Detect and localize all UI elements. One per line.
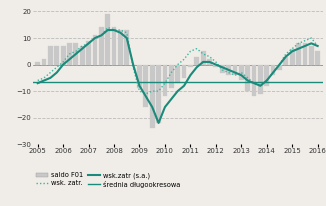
Bar bbox=[245, 64, 250, 91]
Legend: saldo F01, wsk. zatr., wsk.zatr (s.a.), średnia długookresowa: saldo F01, wsk. zatr., wsk.zatr (s.a.), … bbox=[36, 172, 180, 187]
Bar bbox=[201, 51, 205, 64]
Bar bbox=[264, 64, 269, 86]
Bar bbox=[309, 46, 314, 64]
Bar bbox=[105, 14, 110, 64]
Bar bbox=[61, 46, 66, 64]
Bar bbox=[143, 64, 148, 107]
Bar bbox=[194, 57, 199, 64]
Bar bbox=[315, 51, 320, 64]
Bar bbox=[290, 49, 295, 64]
Bar bbox=[175, 64, 180, 83]
Bar bbox=[169, 64, 174, 88]
Bar bbox=[137, 64, 142, 88]
Bar bbox=[163, 64, 167, 96]
Bar bbox=[220, 64, 225, 73]
Bar bbox=[271, 64, 275, 75]
Bar bbox=[232, 64, 237, 75]
Bar bbox=[150, 64, 155, 128]
Bar bbox=[67, 43, 72, 64]
Bar bbox=[42, 59, 46, 64]
Bar bbox=[214, 64, 218, 67]
Bar bbox=[86, 41, 91, 64]
Bar bbox=[118, 30, 123, 64]
Bar bbox=[207, 59, 212, 64]
Bar bbox=[277, 64, 282, 70]
Bar bbox=[303, 43, 307, 64]
Bar bbox=[188, 64, 193, 67]
Bar bbox=[182, 64, 186, 78]
Bar bbox=[93, 35, 97, 64]
Bar bbox=[54, 46, 59, 64]
Bar bbox=[35, 62, 40, 64]
Bar bbox=[99, 27, 104, 64]
Bar bbox=[73, 43, 78, 64]
Bar bbox=[112, 27, 116, 64]
Bar bbox=[296, 43, 301, 64]
Bar bbox=[283, 57, 288, 64]
Bar bbox=[125, 30, 129, 64]
Bar bbox=[48, 46, 53, 64]
Bar bbox=[239, 64, 244, 81]
Bar bbox=[258, 64, 263, 94]
Bar bbox=[80, 46, 85, 64]
Bar bbox=[252, 64, 257, 96]
Bar bbox=[226, 64, 231, 75]
Bar bbox=[156, 64, 161, 123]
